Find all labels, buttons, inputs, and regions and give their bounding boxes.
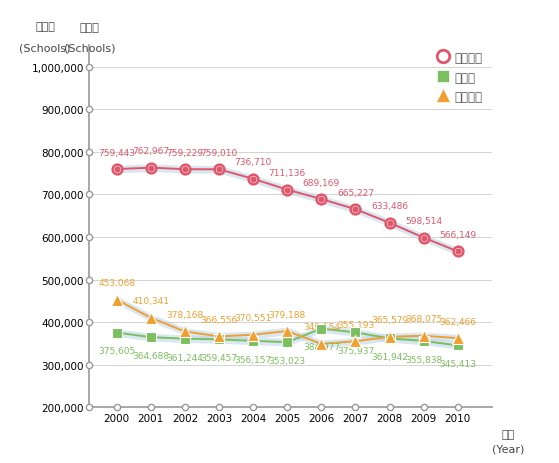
Text: 711,136: 711,136 [269,169,306,178]
Text: 361,942: 361,942 [371,352,408,362]
Text: 345,413: 345,413 [439,359,476,369]
Text: 학교수: 학교수 [79,23,100,33]
Text: 410,341: 410,341 [132,297,169,306]
Text: 366,556: 366,556 [201,315,238,324]
Text: 355,838: 355,838 [405,355,442,364]
Text: 355,193: 355,193 [337,320,374,329]
Text: 356,157: 356,157 [235,355,272,364]
Text: (Schools): (Schools) [64,43,115,53]
Text: 학교수: 학교수 [35,22,55,32]
Text: 378,168: 378,168 [167,310,203,319]
Text: 375,605: 375,605 [98,347,135,356]
Text: 연도: 연도 [501,429,515,439]
Text: 566,149: 566,149 [439,231,476,239]
Text: 689,169: 689,169 [303,178,340,187]
Text: 362,466: 362,466 [439,317,476,326]
Text: 384,977: 384,977 [303,343,340,352]
Text: 665,227: 665,227 [337,188,374,197]
Text: 361,244: 361,244 [167,353,203,362]
Text: 364,688: 364,688 [132,351,169,360]
Text: (Year): (Year) [492,444,524,454]
Text: 633,486: 633,486 [371,202,408,211]
Text: 453,068: 453,068 [98,278,135,288]
Text: 370,551: 370,551 [235,313,272,323]
Text: 759,010: 759,010 [201,149,238,157]
Text: 762,967: 762,967 [132,147,169,156]
Text: 368,075: 368,075 [405,314,442,324]
Text: 353,023: 353,023 [269,357,306,365]
Text: 365,579: 365,579 [371,316,408,325]
Text: 598,514: 598,514 [405,217,442,225]
Text: 375,937: 375,937 [337,346,374,356]
Text: 349,154: 349,154 [303,323,340,332]
Text: 736,710: 736,710 [235,158,272,167]
Text: 359,457: 359,457 [201,354,238,363]
Text: (Schools): (Schools) [20,44,71,54]
Legend: 초등학교, 중학교, 고등학교: 초등학교, 중학교, 고등학교 [434,49,486,107]
Text: 379,188: 379,188 [269,310,306,319]
Text: 759,229: 759,229 [167,148,203,157]
Text: 759,443: 759,443 [98,148,135,157]
